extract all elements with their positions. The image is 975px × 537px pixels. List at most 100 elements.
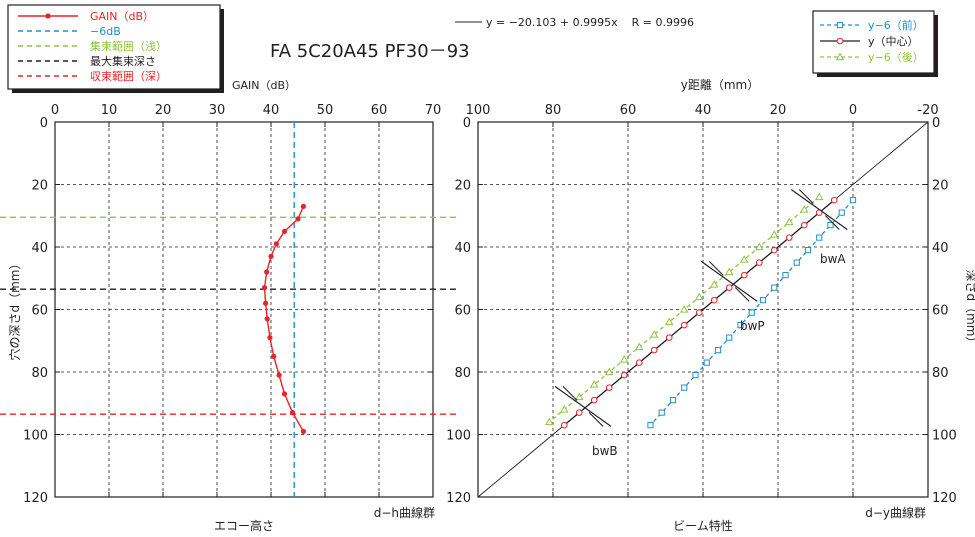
data-point [264, 269, 270, 275]
y-tick-label-right: 0 [932, 116, 940, 131]
y-tick-label: 20 [31, 179, 48, 194]
legend-label: 集束範囲（浅） [90, 39, 167, 53]
beam-width-label: bwA [820, 252, 846, 266]
data-point [710, 296, 718, 304]
data-point [800, 221, 808, 229]
y-tick-label-right: 40 [932, 241, 949, 256]
data-point [276, 372, 282, 378]
data-point [273, 241, 279, 247]
data-point [737, 322, 744, 329]
left-bottom-label: エコー高さ [214, 518, 274, 533]
data-point [679, 305, 689, 313]
x-tick-label: 30 [209, 103, 226, 118]
data-point [544, 417, 554, 426]
data-point [680, 321, 688, 329]
left-top-xlabel: GAIN（dB） [232, 79, 296, 92]
x-tick-label: 60 [371, 103, 388, 118]
x-tick-label: 50 [317, 103, 334, 118]
right-bottom-label: ビーム特性 [673, 518, 733, 533]
data-point [694, 292, 704, 301]
data-point [267, 335, 273, 341]
data-point [634, 342, 644, 351]
data-point [560, 421, 568, 429]
data-point [784, 217, 794, 226]
data-point [290, 410, 296, 416]
y-tick-label: 0 [463, 116, 471, 131]
data-point [664, 317, 674, 326]
data-point [649, 330, 659, 338]
beam-width-arrow [588, 411, 604, 427]
legend-label: GAIN（dB） [90, 10, 154, 23]
y-tick-label: 40 [454, 241, 471, 256]
data-point [263, 300, 269, 306]
y-tick-label-right: 80 [932, 366, 949, 381]
x-tick-label: 40 [263, 103, 280, 118]
data-point [589, 380, 599, 388]
data-point [814, 192, 824, 201]
y-tick-label: 60 [454, 304, 471, 319]
x-tick-label: 80 [545, 103, 562, 118]
beam-width-arrow [562, 385, 578, 401]
beam-width-arrow [554, 385, 612, 427]
data-point [799, 205, 809, 213]
regression-equation: y = −20.103 + 0.9995x R = 0.9996 [486, 16, 694, 29]
data-point [770, 246, 778, 254]
beam-width-arrow [790, 189, 848, 230]
right-legend: y−6（前） y（中心） y−6（後） [812, 10, 938, 77]
x-tick-label: 10 [101, 103, 118, 118]
right-corner-label: d−y曲線群 [865, 505, 926, 520]
data-point [271, 353, 277, 359]
data-point [695, 309, 703, 316]
x-tick-label: 20 [770, 103, 787, 118]
data-point [590, 396, 598, 404]
right-ylabel: 深さd（mm） [964, 270, 975, 349]
data-point [605, 384, 613, 391]
data-point [635, 359, 643, 366]
right-top-xlabel: y距離（mm） [681, 78, 759, 92]
data-point [769, 230, 779, 238]
data-point [725, 284, 733, 291]
legend-label: y（中心） [868, 35, 919, 48]
data-point [575, 409, 583, 416]
y-tick-label-right: 20 [932, 179, 949, 194]
x-tick-label: 40 [695, 103, 712, 118]
chart-title: FA 5C20A45 PF30－93 [270, 41, 470, 62]
data-point [619, 355, 629, 363]
legend-label: 収束範囲（深） [90, 69, 167, 83]
x-tick-label: 20 [155, 103, 172, 118]
beam-width-label: bwP [740, 319, 765, 333]
x-tick-label: 0 [51, 103, 59, 118]
data-point [574, 392, 584, 401]
data-point [264, 316, 270, 322]
data-point [669, 397, 677, 404]
data-point [793, 259, 800, 266]
data-point [295, 216, 301, 222]
y-tick-label: 20 [454, 179, 471, 194]
data-point [281, 391, 288, 397]
y-tick-label: 120 [446, 491, 471, 506]
legend-label: −6dB [90, 25, 121, 38]
y-tick-label: 80 [454, 366, 471, 381]
left-corner-label: d−h曲線群 [374, 505, 435, 520]
data-point [740, 271, 748, 279]
data-point [300, 203, 306, 209]
x-tick-label: 60 [620, 103, 637, 118]
data-point [658, 409, 665, 416]
left-ylabel: 穴の深さd（mm） [7, 258, 22, 361]
data-point [709, 280, 719, 288]
data-point [620, 371, 628, 379]
data-point [827, 222, 834, 229]
data-point [739, 255, 749, 263]
legend-swatch-marker [45, 13, 51, 19]
legend-label: y−6（後） [868, 50, 924, 64]
y-tick-label: 0 [40, 116, 48, 131]
data-point [759, 297, 767, 304]
data-point [714, 347, 722, 354]
legend-label: y−6（前） [868, 18, 924, 32]
x-tick-label: -20 [917, 103, 938, 118]
beam-width-arrow [708, 260, 724, 276]
y-tick-label-right: 120 [932, 491, 957, 506]
x-tick-label: 70 [425, 103, 442, 118]
